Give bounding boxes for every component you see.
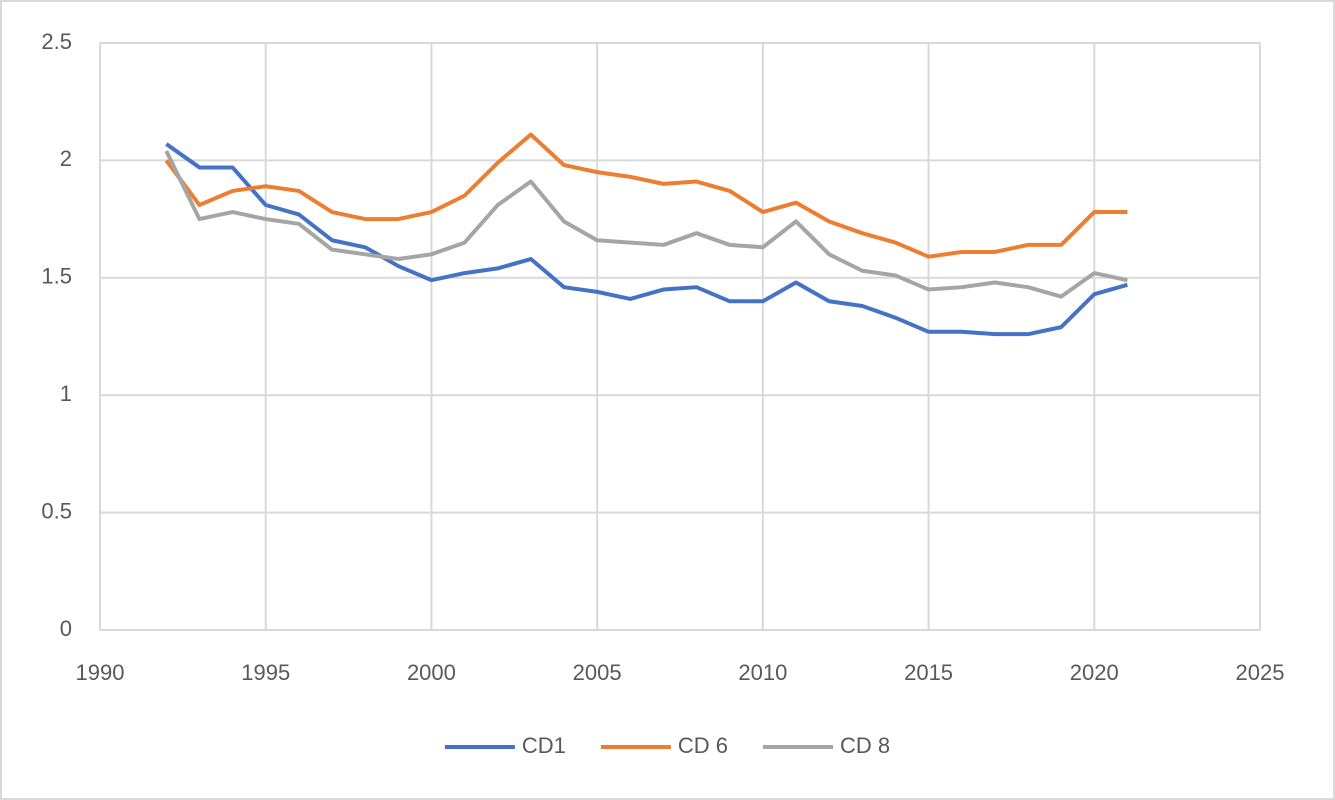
x-tick-label: 1990 — [76, 660, 125, 685]
x-tick-label: 2000 — [407, 660, 456, 685]
x-tick-label: 2010 — [738, 660, 787, 685]
x-tick-label: 2020 — [1070, 660, 1119, 685]
legend-label: CD 8 — [840, 733, 890, 758]
series-line — [164, 132, 1128, 259]
y-tick-label: 1 — [60, 381, 72, 406]
y-tick-label: 0 — [60, 616, 72, 641]
x-tick-label: 1995 — [241, 660, 290, 685]
x-tick-label: 2005 — [573, 660, 622, 685]
x-tick-label: 2025 — [1236, 660, 1285, 685]
legend-label: CD1 — [522, 733, 566, 758]
x-tick-label: 2015 — [904, 660, 953, 685]
series-line — [164, 150, 1128, 299]
series-line — [165, 142, 1128, 337]
y-tick-label: 2.5 — [41, 29, 72, 54]
y-tick-label: 0.5 — [41, 498, 72, 523]
legend-label: CD 6 — [678, 733, 728, 758]
y-tick-label: 2 — [60, 146, 72, 171]
y-tick-label: 1.5 — [41, 264, 72, 289]
